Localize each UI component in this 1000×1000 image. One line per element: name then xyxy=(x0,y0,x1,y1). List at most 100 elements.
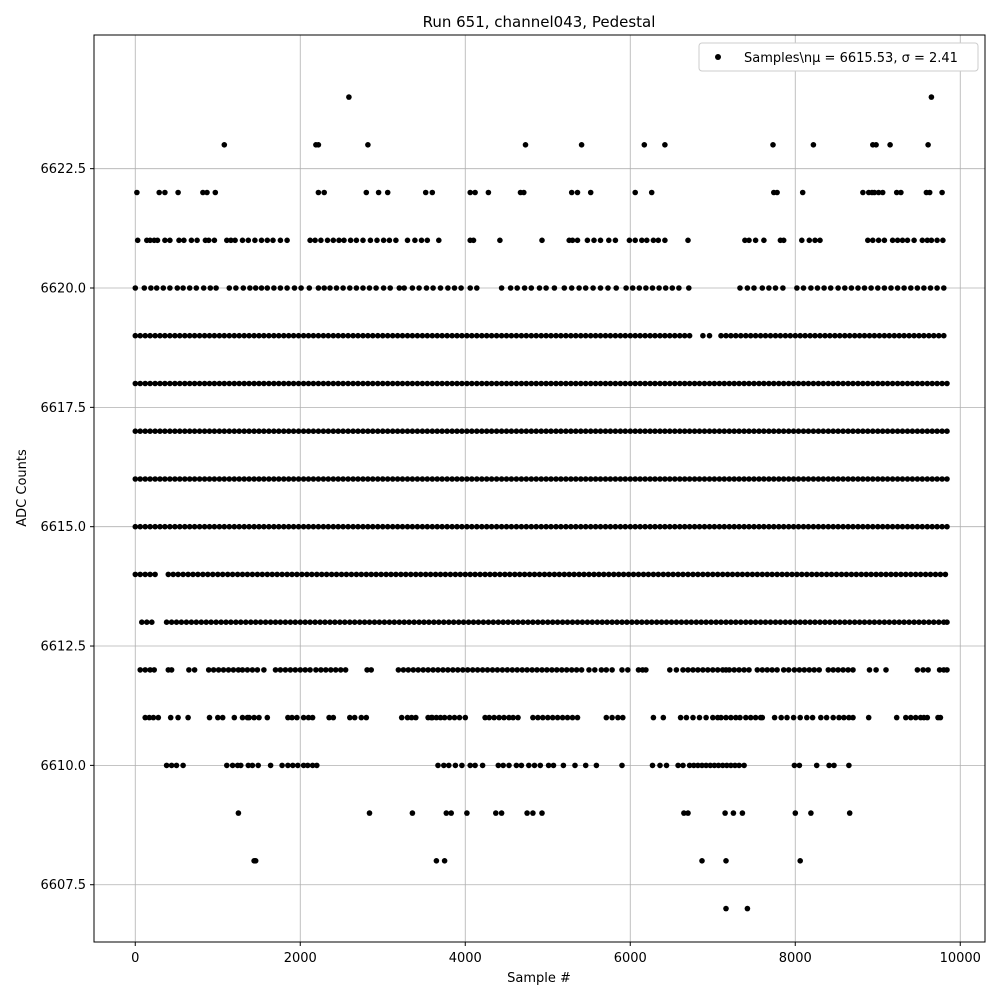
data-point xyxy=(493,523,500,530)
data-point xyxy=(212,189,219,196)
data-point xyxy=(904,523,911,530)
data-point xyxy=(221,428,228,435)
data-point xyxy=(810,476,817,482)
data-point xyxy=(584,619,591,625)
data-point xyxy=(518,380,525,387)
data-point xyxy=(759,714,766,721)
data-point xyxy=(690,571,696,578)
data-point xyxy=(503,476,510,482)
data-point xyxy=(926,619,932,625)
data-point xyxy=(825,667,832,673)
data-point xyxy=(685,237,691,244)
data-point xyxy=(416,285,422,291)
data-point xyxy=(756,523,762,530)
data-point xyxy=(380,428,386,435)
data-point xyxy=(771,476,777,482)
data-point xyxy=(785,380,792,387)
data-point xyxy=(340,523,346,530)
data-point xyxy=(325,332,332,339)
data-point xyxy=(469,667,476,673)
data-point xyxy=(848,285,855,291)
data-point xyxy=(277,667,284,673)
data-point xyxy=(723,714,729,721)
data-point xyxy=(642,476,648,482)
data-point xyxy=(861,332,868,339)
data-point xyxy=(729,571,736,578)
x-tick-label: 0 xyxy=(131,951,139,966)
data-point xyxy=(152,523,158,530)
data-point xyxy=(393,237,399,244)
y-axis-ticks: 6607.56610.06612.56615.06617.56620.06622… xyxy=(41,162,94,893)
data-point xyxy=(789,571,795,578)
data-point xyxy=(662,285,669,291)
data-point xyxy=(317,619,323,625)
x-tick-label: 4000 xyxy=(449,951,482,966)
data-point xyxy=(509,667,516,673)
data-point xyxy=(737,285,743,291)
data-point xyxy=(439,332,445,339)
data-point xyxy=(707,762,714,769)
data-point xyxy=(221,476,228,482)
data-point xyxy=(919,476,926,482)
data-point xyxy=(592,428,599,435)
data-point xyxy=(182,332,188,339)
data-point xyxy=(822,332,828,339)
data-point xyxy=(465,619,472,625)
data-point xyxy=(811,667,817,673)
data-point xyxy=(866,619,873,625)
data-point xyxy=(568,189,575,196)
data-point xyxy=(177,523,183,530)
data-point xyxy=(894,428,901,435)
data-point xyxy=(365,476,371,482)
data-point xyxy=(533,428,539,435)
data-point xyxy=(539,237,545,244)
data-point xyxy=(370,428,376,435)
data-point xyxy=(132,380,139,387)
data-point xyxy=(896,332,902,339)
data-point xyxy=(908,571,914,578)
data-point xyxy=(622,380,629,387)
data-point xyxy=(635,667,642,673)
data-point xyxy=(147,380,153,387)
data-point xyxy=(681,428,688,435)
data-point xyxy=(240,285,247,291)
data-point xyxy=(455,619,462,625)
data-point xyxy=(934,523,940,530)
data-point xyxy=(637,332,643,339)
data-point xyxy=(488,332,495,339)
data-point xyxy=(391,619,398,625)
data-point xyxy=(573,380,579,387)
data-point xyxy=(642,428,648,435)
data-point xyxy=(340,428,346,435)
data-point xyxy=(186,332,193,339)
data-point xyxy=(441,858,448,864)
data-point xyxy=(934,380,940,387)
y-tick-label: 6615.0 xyxy=(41,520,87,535)
data-point xyxy=(818,714,824,721)
data-point xyxy=(251,714,257,721)
data-point xyxy=(587,428,594,435)
data-point xyxy=(231,476,238,482)
data-point xyxy=(794,571,800,578)
data-point xyxy=(483,476,490,482)
data-point xyxy=(191,380,198,387)
data-point xyxy=(876,332,883,339)
data-point xyxy=(759,667,766,673)
data-point xyxy=(718,714,724,721)
data-point xyxy=(578,428,584,435)
data-point xyxy=(409,285,416,291)
data-point xyxy=(840,476,846,482)
data-point xyxy=(332,667,339,673)
data-point xyxy=(489,667,496,673)
data-point xyxy=(925,667,931,673)
data-point xyxy=(472,571,478,578)
data-point xyxy=(550,762,557,769)
data-point xyxy=(866,332,873,339)
data-point xyxy=(266,523,272,530)
data-point xyxy=(538,428,544,435)
data-point xyxy=(137,523,143,530)
data-point xyxy=(378,571,384,578)
data-point xyxy=(417,571,424,578)
data-point xyxy=(261,380,267,387)
data-point xyxy=(920,667,926,673)
